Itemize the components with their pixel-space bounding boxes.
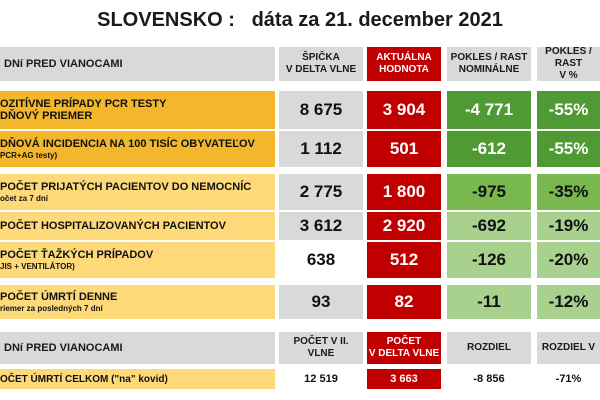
col-header-peak: ŠPIČKA V DELTA VLNE — [279, 47, 363, 81]
cell-peak: 1 112 — [279, 131, 363, 167]
cell-diff-pct: -71% — [537, 369, 600, 389]
cell-nominal: -612 — [447, 131, 531, 167]
cell-pct: -55% — [537, 131, 600, 167]
row-label-pcr-cases: OZITÍVNE PRÍPADY PCR TESTY DŇOVÝ PRIEMER — [0, 91, 275, 129]
col-header-nominal: POKLES / RAST NOMINÁLNE — [447, 47, 531, 81]
cell-peak: 93 — [279, 285, 363, 319]
cell-current: 3 904 — [367, 91, 441, 129]
cell-pct: -55% — [537, 91, 600, 129]
cell-peak: 3 612 — [279, 212, 363, 240]
col-header-diff: ROZDIEL — [447, 332, 531, 364]
col-header-diff-pct: ROZDIEL V — [537, 332, 600, 364]
row-label-admissions: POČET PRIJATÝCH PACIENTOV DO NEMOCNÍC oče… — [0, 174, 275, 210]
cell-current: 512 — [367, 242, 441, 278]
cell-pct: -35% — [537, 174, 600, 210]
col-header-current: AKTUÁLNA HODNOTA — [367, 47, 441, 81]
cell-diff: -8 856 — [447, 369, 531, 389]
cell-current: 82 — [367, 285, 441, 319]
cell-current: 1 800 — [367, 174, 441, 210]
cell-pct: -20% — [537, 242, 600, 278]
col-header-label: DNí PRED VIANOCAMI — [0, 47, 275, 81]
cell-nominal: -4 771 — [447, 91, 531, 129]
cell-nominal: -975 — [447, 174, 531, 210]
col-header-label-2: DNí PRED VIANOCAMI — [0, 332, 275, 364]
col-header-delta-wave: POČET V DELTA VLNE — [367, 332, 441, 364]
cell-delta-wave: 3 663 — [367, 369, 441, 389]
row-label-severe: POČET ŤAŽKÝCH PRÍPADOV JIS + VENTILÁTOR) — [0, 242, 275, 278]
cell-pct: -19% — [537, 212, 600, 240]
cell-peak: 638 — [279, 242, 363, 278]
row-label-incidence: DŇOVÁ INCIDENCIA NA 100 TISÍC OBYVATEĽOV… — [0, 131, 275, 167]
row-label-deaths: POČET ÚMRTÍ DENNE riemer za posledných 7 … — [0, 285, 275, 319]
row-label-total-deaths: OČET ÚMRTÍ CELKOM ("na" kovid) — [0, 369, 275, 389]
cell-current: 2 920 — [367, 212, 441, 240]
cell-nominal: -126 — [447, 242, 531, 278]
cell-peak: 2 775 — [279, 174, 363, 210]
cell-pct: -12% — [537, 285, 600, 319]
col-header-second-wave: POČET V II. VLNE — [279, 332, 363, 364]
cell-nominal: -11 — [447, 285, 531, 319]
cell-current: 501 — [367, 131, 441, 167]
row-label-hospitalized: POČET HOSPITALIZOVANÝCH PACIENTOV — [0, 212, 275, 240]
cell-peak: 8 675 — [279, 91, 363, 129]
page-title: SLOVENSKO : dáta za 21. december 2021 — [0, 0, 600, 40]
cell-second-wave: 12 519 — [279, 369, 363, 389]
col-header-pct: POKLES / RAST V % — [537, 47, 600, 81]
cell-nominal: -692 — [447, 212, 531, 240]
title-date: dáta za 21. december 2021 — [251, 8, 503, 31]
title-country: SLOVENSKO : — [97, 8, 235, 31]
